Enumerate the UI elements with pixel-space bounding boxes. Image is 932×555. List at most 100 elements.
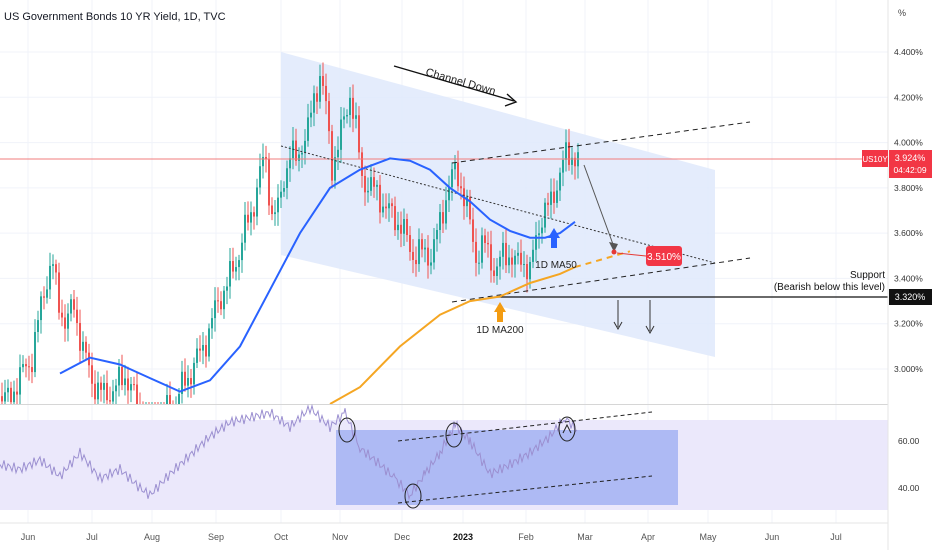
time-tick-label: Apr <box>641 532 655 542</box>
rsi-trough-circle <box>404 483 422 509</box>
support-subtitle: (Bearish below this level) <box>774 282 885 293</box>
candle-body <box>319 76 321 102</box>
candle-body <box>4 392 6 402</box>
candle-body <box>478 262 480 264</box>
candle-body <box>523 264 525 266</box>
candle-body <box>538 233 540 236</box>
candle-body <box>223 290 225 310</box>
candle-body <box>385 206 387 209</box>
candle-body <box>91 365 93 384</box>
candle-body <box>43 296 45 298</box>
candle-body <box>277 197 279 213</box>
candle-body <box>55 264 57 273</box>
candle-body <box>229 261 231 287</box>
candle-body <box>559 172 561 191</box>
candle-body <box>268 159 270 206</box>
candle-body <box>70 299 72 314</box>
axis-unit: % <box>898 8 906 18</box>
candle-body <box>547 202 549 205</box>
price-tick-label: 3.600% <box>894 228 923 238</box>
price-badge-countdown: 04:42:09 <box>893 165 926 175</box>
candle-body <box>10 387 12 403</box>
time-tick-label: Jul <box>830 532 842 542</box>
time-tick-label: 2023 <box>453 532 473 542</box>
target-label-box <box>646 246 682 266</box>
candle-body <box>28 366 30 368</box>
candles <box>1 62 579 405</box>
candle-body <box>370 177 372 191</box>
candle-body <box>100 382 102 390</box>
time-tick-label: Jun <box>21 532 36 542</box>
candle-body <box>361 152 363 176</box>
candle-body <box>37 320 39 333</box>
candle-body <box>124 378 126 386</box>
candle-body <box>424 247 426 250</box>
candle-body <box>52 264 54 266</box>
candle-body <box>166 395 168 404</box>
candle-body <box>373 177 375 187</box>
candle-body <box>460 186 462 189</box>
candle-body <box>187 378 189 386</box>
candle-body <box>46 289 48 298</box>
candle-body <box>118 366 120 386</box>
candle-body <box>121 366 123 386</box>
candle-body <box>325 85 327 102</box>
candle-body <box>13 391 15 403</box>
candle-body <box>352 97 354 119</box>
candle-body <box>253 212 255 217</box>
candle-body <box>310 112 312 118</box>
candle-body <box>205 345 207 357</box>
symbol-badge-label: US10Y <box>862 155 888 164</box>
rsi-peak-marker <box>562 423 572 434</box>
candle-body <box>40 296 42 321</box>
candle-body <box>502 242 504 257</box>
target-label: 3.510% <box>647 252 681 263</box>
candle-body <box>238 260 240 268</box>
candle-body <box>517 252 519 256</box>
candle-body <box>526 264 528 280</box>
target-connector <box>616 252 647 257</box>
candle-body <box>79 323 81 351</box>
candle-body <box>553 191 555 203</box>
candle-body <box>7 387 9 393</box>
price-tick-label: 4.200% <box>894 92 923 102</box>
time-tick-label: Mar <box>577 532 593 542</box>
candle-body <box>1 396 3 402</box>
candle-body <box>532 249 534 262</box>
candle-body <box>67 313 69 329</box>
time-tick-label: Feb <box>518 532 534 542</box>
candle-body <box>211 318 213 329</box>
candle-body <box>169 395 171 404</box>
candle-body <box>346 114 348 117</box>
support-title: Support <box>850 270 885 281</box>
target-dot <box>611 249 617 255</box>
candle-body <box>448 187 450 201</box>
candle-body <box>73 299 75 310</box>
candle-body <box>181 371 183 394</box>
candle-body <box>409 235 411 252</box>
rsi-peak-circle-2 <box>445 422 463 448</box>
time-tick-label: Jun <box>765 532 780 542</box>
candle-body <box>439 212 441 231</box>
candle-body <box>484 235 486 243</box>
candle-body <box>358 115 360 153</box>
candle-body <box>241 242 243 261</box>
candle-body <box>355 115 357 119</box>
price-tick-label: 4.400% <box>894 47 923 57</box>
candle-body <box>475 241 477 263</box>
candle-body <box>505 242 507 266</box>
candle-body <box>457 162 459 187</box>
candle-body <box>403 219 405 234</box>
price-axis-ticks: 4.400% 4.200% 4.000% 3.800% 3.600% 3.400% 3.20… <box>894 47 923 374</box>
candle-body <box>442 212 444 224</box>
candle-body <box>22 364 24 368</box>
candle-body <box>406 219 408 236</box>
candle-body <box>550 191 552 205</box>
candle-body <box>217 300 219 302</box>
rsi-tick-label: 40.00 <box>898 483 920 493</box>
candle-body <box>379 184 381 213</box>
candle-body <box>529 261 531 280</box>
candle-body <box>199 348 201 351</box>
candle-body <box>562 159 564 173</box>
